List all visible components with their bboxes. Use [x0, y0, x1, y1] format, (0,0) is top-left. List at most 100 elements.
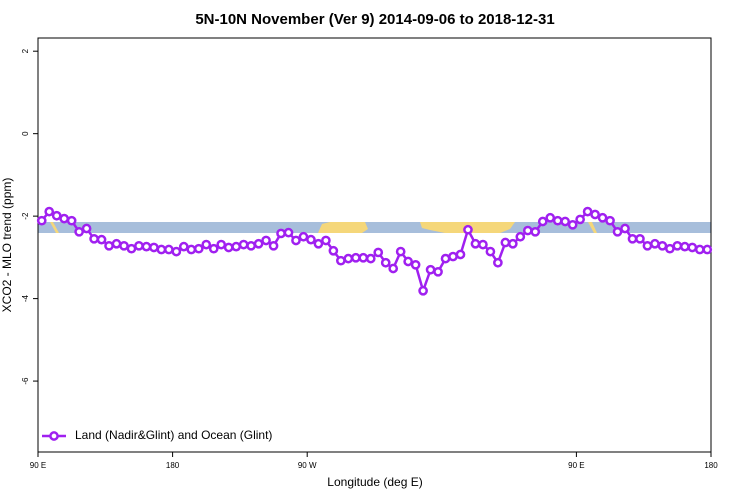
data-point — [694, 244, 705, 255]
data-point — [567, 219, 578, 230]
y-tick-label: -2 — [21, 212, 30, 220]
data-point — [74, 226, 84, 237]
data-point — [418, 285, 428, 296]
data-point — [104, 240, 114, 251]
data-point — [298, 231, 309, 242]
data-point — [463, 224, 473, 235]
data-point — [410, 259, 421, 270]
data-point — [216, 239, 227, 250]
data-point — [36, 215, 47, 226]
data-point — [425, 264, 436, 275]
data-point — [126, 243, 137, 254]
data-point — [156, 244, 167, 255]
data-point — [51, 210, 62, 221]
plot-frame — [37, 37, 712, 453]
data-point — [612, 226, 623, 237]
data-point — [478, 239, 488, 250]
data-point — [448, 251, 458, 262]
y-axis-label: XCO2 - MLO trend (ppm) — [0, 178, 14, 313]
data-point — [66, 215, 77, 226]
data-point — [89, 233, 99, 244]
data-point — [343, 253, 354, 264]
y-tick-label: -6 — [21, 377, 30, 385]
data-point — [231, 241, 242, 252]
data-point — [178, 241, 189, 252]
land-patch — [588, 222, 597, 233]
land-patch — [318, 222, 368, 233]
data-point — [657, 240, 668, 251]
data-point — [261, 235, 271, 246]
data-point — [388, 263, 399, 274]
data-point — [679, 241, 690, 252]
data-point — [208, 243, 219, 254]
chart-title: 5N-10N November (Ver 9) 2014-09-06 to 20… — [195, 11, 554, 28]
data-point — [380, 257, 391, 268]
data-point — [560, 216, 571, 227]
data-point — [687, 242, 698, 253]
data-point — [164, 244, 174, 255]
data-point — [201, 239, 212, 250]
data-point — [149, 242, 159, 253]
y-tick-label: 0 — [21, 131, 30, 136]
x-tick-label: 180 — [166, 461, 180, 470]
y-tick-label: 2 — [21, 48, 30, 53]
data-point — [81, 223, 92, 234]
data-point — [223, 242, 234, 253]
data-point — [552, 215, 563, 226]
data-point — [246, 240, 256, 251]
data-point — [291, 235, 301, 246]
data-point — [119, 240, 129, 251]
data-point — [522, 225, 533, 236]
data-point — [635, 233, 645, 244]
data-point — [253, 238, 264, 249]
data-point — [545, 212, 556, 223]
data-point — [336, 255, 346, 266]
data-point — [590, 209, 600, 220]
data-point — [672, 240, 683, 251]
y-tick-label: -4 — [21, 295, 30, 303]
data-point — [455, 249, 466, 260]
data-point — [59, 213, 70, 224]
data-point — [493, 257, 503, 268]
data-point — [702, 244, 713, 255]
data-point — [440, 253, 451, 264]
data-point — [283, 227, 294, 238]
x-tick-label: 180 — [704, 461, 718, 470]
data-point — [403, 256, 413, 267]
data-point — [268, 240, 279, 251]
land-patch — [50, 222, 59, 233]
data-point — [96, 234, 107, 245]
data-point — [306, 234, 316, 245]
data-point — [627, 233, 638, 244]
legend-marker — [49, 431, 59, 441]
data-point — [530, 226, 541, 237]
data-point — [470, 238, 481, 249]
data-point — [665, 243, 675, 254]
data-point — [171, 246, 182, 257]
data-point — [620, 223, 630, 234]
data-point — [111, 238, 122, 249]
data-point — [238, 239, 249, 250]
x-tick-label: 90 E — [30, 461, 46, 470]
data-point — [605, 215, 615, 226]
data-point — [507, 238, 518, 249]
data-point — [582, 206, 593, 217]
data-point — [395, 246, 406, 257]
data-point — [373, 247, 384, 258]
data-point — [328, 245, 339, 256]
data-point — [650, 238, 660, 249]
data-point — [276, 228, 286, 239]
x-tick-label: 90 E — [568, 461, 584, 470]
data-point — [365, 253, 376, 264]
x-axis-label: Longitude (deg E) — [327, 475, 422, 489]
data-point — [433, 266, 443, 277]
data-point — [515, 231, 526, 242]
x-tick-label: 90 W — [298, 461, 317, 470]
data-point — [575, 214, 585, 225]
data-point — [44, 206, 55, 217]
data-point — [350, 252, 361, 263]
data-point — [485, 246, 496, 257]
data-point — [597, 212, 608, 223]
data-point — [193, 243, 204, 254]
